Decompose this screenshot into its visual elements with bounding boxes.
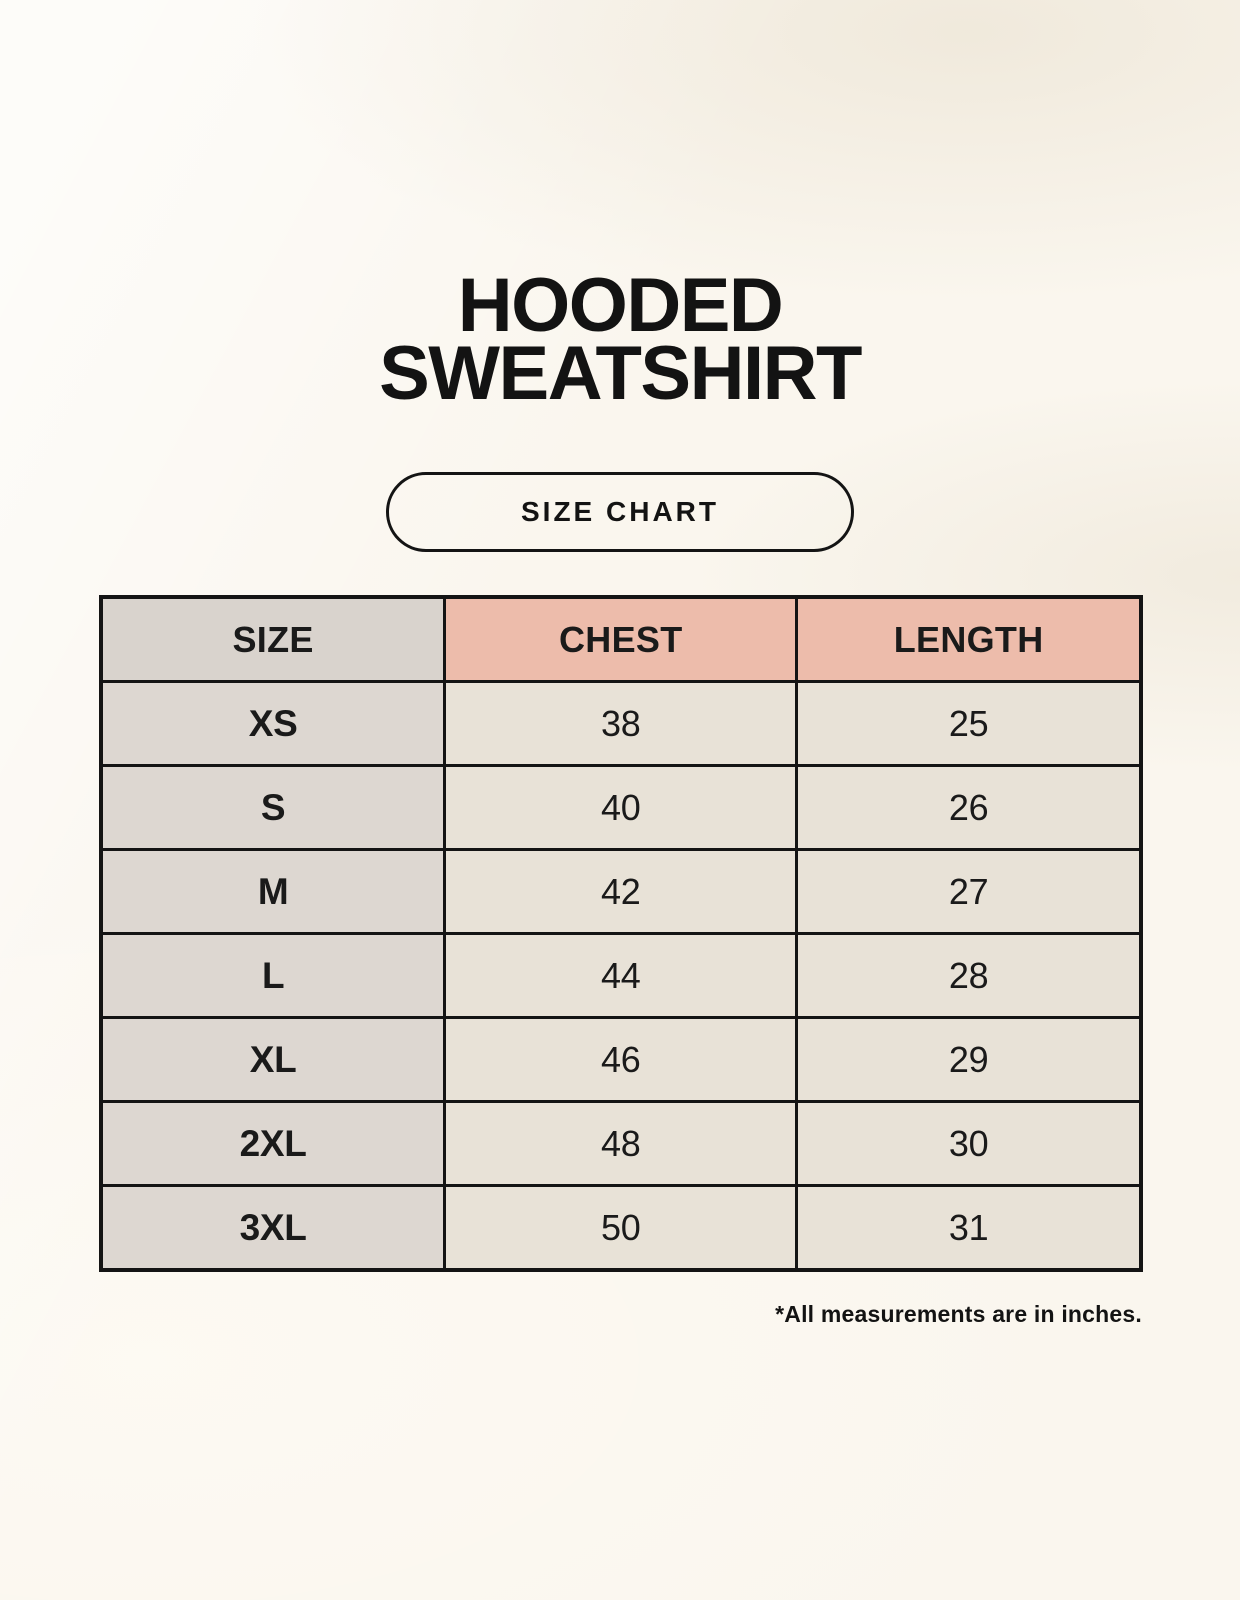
table-row-m: M 42 27 <box>99 848 1143 935</box>
chest-value: 46 <box>443 1016 799 1103</box>
size-chart-table-container: SIZE CHEST LENGTH XS 38 25 S 40 26 M <box>99 595 1143 1272</box>
chest-value: 48 <box>443 1100 799 1187</box>
chest-value: 44 <box>443 932 799 1019</box>
chest-value: 38 <box>443 680 799 767</box>
column-header-size: SIZE <box>99 595 447 683</box>
size-label: L <box>99 932 447 1019</box>
column-header-chest: CHEST <box>443 595 799 683</box>
length-value: 29 <box>795 1016 1143 1103</box>
table-header-row: SIZE CHEST LENGTH <box>99 595 1143 683</box>
table-row-3xl: 3XL 50 31 <box>99 1184 1143 1272</box>
length-value: 26 <box>795 764 1143 851</box>
size-label: XL <box>99 1016 447 1103</box>
page-title-line2: SWEATSHIRT <box>379 331 862 416</box>
table-row-s: S 40 26 <box>99 764 1143 851</box>
table-row-xl: XL 46 29 <box>99 1016 1143 1103</box>
size-chart-table: SIZE CHEST LENGTH XS 38 25 S 40 26 M <box>99 595 1143 1272</box>
length-value: 30 <box>795 1100 1143 1187</box>
size-label: S <box>99 764 447 851</box>
size-label: M <box>99 848 447 935</box>
length-value: 31 <box>795 1184 1143 1272</box>
table-row-l: L 44 28 <box>99 932 1143 1019</box>
column-header-length: LENGTH <box>795 595 1143 683</box>
size-label: 3XL <box>99 1184 447 1272</box>
length-value: 28 <box>795 932 1143 1019</box>
chest-value: 50 <box>443 1184 799 1272</box>
size-chart-badge: SIZE CHART <box>386 472 854 552</box>
chest-value: 40 <box>443 764 799 851</box>
table-row-2xl: 2XL 48 30 <box>99 1100 1143 1187</box>
table-row-xs: XS 38 25 <box>99 680 1143 767</box>
page-title-line1: HOODED <box>457 263 784 348</box>
measurements-footnote: *All measurements are in inches. <box>775 1301 1142 1327</box>
size-chart-badge-label: SIZE CHART <box>521 496 719 527</box>
chest-value: 42 <box>443 848 799 935</box>
size-label: 2XL <box>99 1100 447 1187</box>
size-label: XS <box>99 680 447 767</box>
page-title: HOODED SWEATSHIRT <box>0 263 1240 416</box>
length-value: 25 <box>795 680 1143 767</box>
length-value: 27 <box>795 848 1143 935</box>
